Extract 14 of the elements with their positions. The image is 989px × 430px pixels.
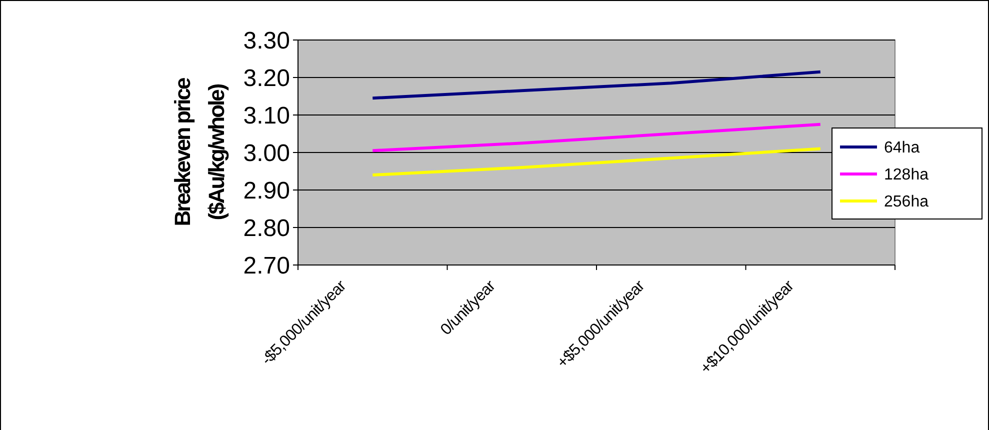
y-tick-label: 2.80 — [243, 214, 290, 242]
y-tick-label: 3.00 — [243, 140, 290, 167]
legend-label: 256ha — [884, 194, 929, 211]
legend-label: 128ha — [884, 166, 929, 184]
y-tick-label: 2.90 — [243, 177, 290, 204]
y-tick-label: 3.20 — [243, 64, 290, 92]
legend-label: 64ha — [884, 140, 920, 157]
y-tick-label: 3.10 — [243, 102, 290, 130]
y-axis-title: Breakeven price ($Au/kg/whole) — [170, 77, 229, 226]
line-series — [371, 70, 822, 100]
y-tick-label: 3.30 — [243, 27, 290, 54]
line-series — [371, 122, 822, 152]
line-series — [371, 147, 822, 176]
y-tick-label: 2.70 — [243, 252, 290, 280]
